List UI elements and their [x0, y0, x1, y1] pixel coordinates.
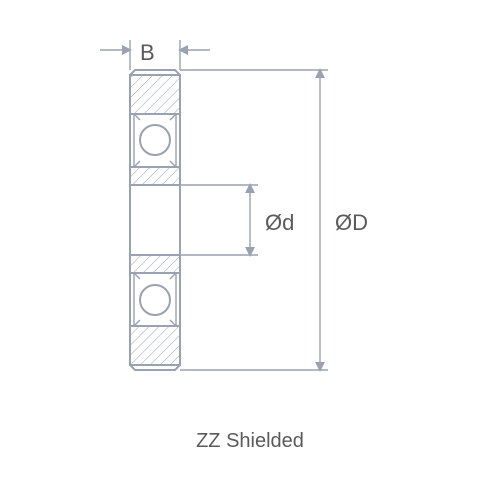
caption: ZZ Shielded [0, 430, 500, 453]
bearing-diagram-svg: B Ød ØD [0, 0, 500, 500]
svg-text:ØD: ØD [335, 210, 368, 235]
svg-text:Ød: Ød [265, 210, 294, 235]
svg-text:B: B [140, 40, 155, 65]
diagram-canvas: B Ød ØD ZZ Shielded [0, 0, 500, 500]
bearing-cross-section [130, 70, 180, 370]
